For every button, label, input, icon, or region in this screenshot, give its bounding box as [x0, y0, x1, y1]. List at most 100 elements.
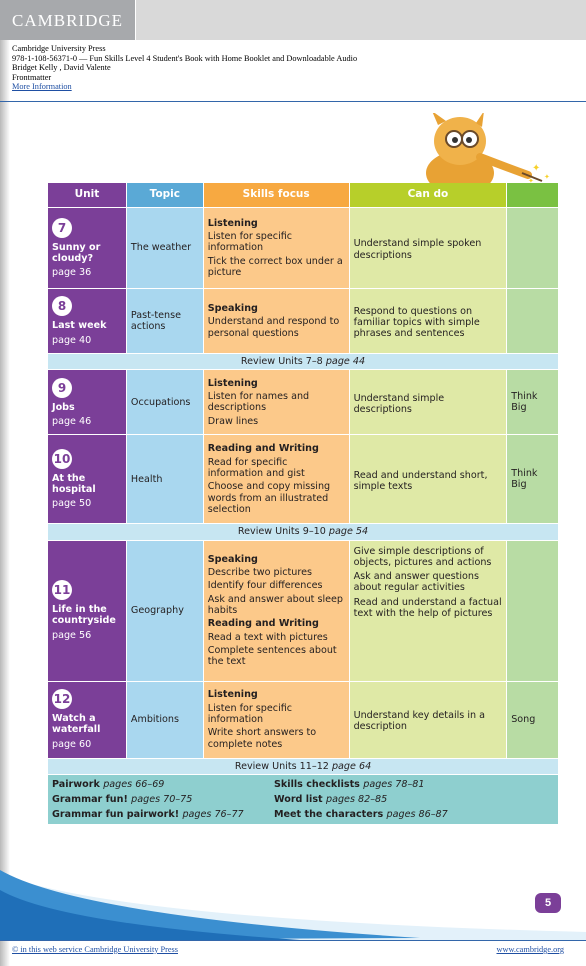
- more-information-link[interactable]: More Information: [12, 82, 72, 92]
- review-page: page 64: [331, 760, 372, 772]
- review-cell[interactable]: Review Units 9–10 page 54: [48, 524, 558, 540]
- footer-link[interactable]: Skills checklists pages 78–81: [274, 779, 424, 790]
- table-row: 7 Sunny or cloudy? page 36 The weather L…: [48, 208, 558, 288]
- skill-heading: Speaking: [207, 553, 258, 565]
- review-cell[interactable]: Review Units 7–8 page 44: [48, 354, 558, 370]
- skills-cell: Listening Listen for specific informatio…: [203, 208, 349, 288]
- cando-item: Understand simple descriptions: [353, 392, 445, 415]
- skill-heading: Listening: [207, 689, 258, 701]
- cambridge-website-link[interactable]: www.cambridge.org: [496, 945, 564, 954]
- col-header-extra: [507, 183, 558, 207]
- footer-pages: pages 70–75: [131, 793, 193, 805]
- table-header-row: Unit Topic Skills focus Can do: [48, 183, 558, 207]
- unit-page: page 40: [52, 334, 92, 346]
- skill-item: Write short answers to complete notes: [207, 727, 317, 750]
- review-page: page 44: [325, 356, 366, 367]
- svg-text:✦: ✦: [528, 177, 534, 185]
- unit-title: Last week: [52, 320, 107, 332]
- isbn-title: 978-1-108-56371-0 — Fun Skills Level 4 S…: [12, 53, 358, 63]
- cando-item: Respond to questions on familiar topics …: [353, 305, 480, 340]
- unit-number: 12: [52, 689, 72, 710]
- unit-number: 11: [52, 580, 72, 601]
- review-label: Review Units 11–12: [234, 760, 332, 772]
- review-label: Review Units 9–10: [237, 526, 329, 538]
- unit-cell[interactable]: 10 At the hospital page 50: [48, 435, 126, 524]
- cambridge-logo[interactable]: CAMBRIDGE: [0, 0, 135, 40]
- unit-cell[interactable]: 9 Jobs page 46: [48, 370, 126, 435]
- review-row: Review Units 11–12 page 64: [48, 758, 558, 774]
- review-page: page 54: [328, 526, 369, 538]
- col-header-cando: Can do: [349, 183, 507, 207]
- table-row: 9 Jobs page 46 Occupations Listening Lis…: [48, 370, 558, 435]
- page-edge-shadow: [0, 0, 10, 966]
- svg-text:✦: ✦: [544, 173, 550, 181]
- cando-item: Understand simple spoken descriptions: [353, 238, 482, 261]
- topic-cell: Ambitions: [126, 681, 203, 758]
- unit-cell[interactable]: 12 Watch a waterfall page 60: [48, 681, 126, 758]
- cando-cell: Respond to questions on familiar topics …: [349, 289, 507, 353]
- skill-item: Describe two pictures: [207, 567, 313, 579]
- col-header-skills: Skills focus: [203, 183, 349, 207]
- col-header-unit: Unit: [48, 183, 126, 207]
- footer-link[interactable]: Meet the characters pages 86–87: [274, 809, 448, 820]
- topic-cell: Occupations: [126, 370, 203, 435]
- extra-cell: [507, 208, 558, 288]
- unit-cell[interactable]: 7 Sunny or cloudy? page 36: [48, 208, 126, 288]
- footer-pages: pages 76–77: [182, 808, 244, 820]
- skills-cell: Listening Listen for specific informatio…: [203, 681, 349, 758]
- review-row: Review Units 9–10 page 54: [48, 524, 558, 540]
- extras-footer-cell: Pairwork pages 66–69 Skills checklists p…: [48, 774, 558, 824]
- footer-pages: pages 86–87: [386, 808, 448, 820]
- topic-cell: Past-tense actions: [126, 289, 203, 353]
- table-row: 12 Watch a waterfall page 60 Ambitions L…: [48, 681, 558, 758]
- skill-item: Draw lines: [207, 415, 259, 427]
- footer-pages: pages 78–81: [363, 778, 425, 790]
- unit-number: 9: [52, 377, 72, 398]
- footer-divider: [0, 940, 586, 941]
- authors: Bridget Kelly , David Valente: [12, 63, 111, 73]
- topic-cell: Geography: [126, 540, 203, 681]
- footer-label: Grammar fun!: [52, 793, 132, 805]
- footer-label: Meet the characters: [274, 808, 387, 820]
- cando-cell: Give simple descriptions of objects, pic…: [349, 540, 507, 681]
- unit-number: 7: [52, 217, 72, 238]
- footer-link[interactable]: Pairwork pages 66–69: [52, 779, 274, 790]
- footer-link[interactable]: Grammar fun! pages 70–75: [52, 794, 274, 805]
- unit-page: page 46: [52, 415, 92, 427]
- col-header-topic: Topic: [126, 183, 203, 207]
- skill-item: Choose and copy missing words from an il…: [207, 481, 331, 515]
- table-row: 10 At the hospital page 50 Health Readin…: [48, 435, 558, 524]
- cando-item: Read and understand a factual text with …: [353, 596, 502, 620]
- footer-link[interactable]: Word list pages 82–85: [274, 794, 387, 805]
- footer-label: Pairwork: [52, 778, 104, 790]
- page-number-badge: 5: [535, 893, 561, 913]
- review-cell[interactable]: Review Units 11–12 page 64: [48, 758, 558, 774]
- footer-label: Grammar fun pairwork!: [52, 808, 183, 820]
- topic-cell: Health: [126, 435, 203, 524]
- skill-item: Listen for names and descriptions: [207, 391, 310, 414]
- footer-row: Pairwork pages 66–69 Skills checklists p…: [48, 774, 558, 824]
- review-label: Review Units 7–8: [240, 356, 326, 367]
- cando-item: Read and understand short, simple texts: [353, 469, 488, 492]
- copyright-link[interactable]: © in this web service Cambridge Universi…: [12, 945, 178, 954]
- cando-item: Give simple descriptions of objects, pic…: [353, 545, 492, 568]
- header-grey-band: [136, 0, 586, 40]
- skills-cell: Listening Listen for names and descripti…: [203, 370, 349, 435]
- publisher: Cambridge University Press: [12, 44, 106, 53]
- extra-cell: Think Big: [507, 435, 558, 524]
- extra-cell: Song: [507, 681, 558, 758]
- unit-cell[interactable]: 8 Last week page 40: [48, 289, 126, 353]
- unit-number: 10: [52, 448, 72, 469]
- footer-link[interactable]: Grammar fun pairwork! pages 76–77: [52, 809, 274, 820]
- unit-title: At the hospital: [52, 472, 96, 496]
- topic-cell: The weather: [126, 208, 203, 288]
- unit-page: page 56: [52, 629, 92, 641]
- skills-cell: Speaking Describe two pictures Identify …: [203, 540, 349, 681]
- unit-page: page 60: [52, 738, 92, 750]
- skill-item: Listen for specific information: [207, 702, 293, 725]
- cando-item: Ask and answer questions about regular a…: [353, 571, 479, 594]
- unit-title: Sunny or cloudy?: [52, 241, 101, 264]
- extra-cell: Think Big: [507, 370, 558, 435]
- svg-text:✦: ✦: [532, 163, 540, 174]
- unit-cell[interactable]: 11 Life in the countryside page 56: [48, 540, 126, 681]
